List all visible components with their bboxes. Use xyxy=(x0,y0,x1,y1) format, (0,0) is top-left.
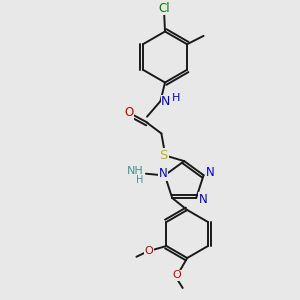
Text: Cl: Cl xyxy=(158,2,170,15)
Text: H: H xyxy=(172,93,180,103)
Text: H: H xyxy=(136,175,144,185)
Text: N: N xyxy=(206,166,214,179)
Text: O: O xyxy=(124,106,134,119)
Text: N: N xyxy=(159,167,168,180)
Text: N: N xyxy=(198,193,207,206)
Text: O: O xyxy=(145,246,153,256)
Text: S: S xyxy=(160,148,168,162)
Text: N: N xyxy=(161,95,171,108)
Text: O: O xyxy=(172,270,181,280)
Text: NH: NH xyxy=(127,166,144,176)
